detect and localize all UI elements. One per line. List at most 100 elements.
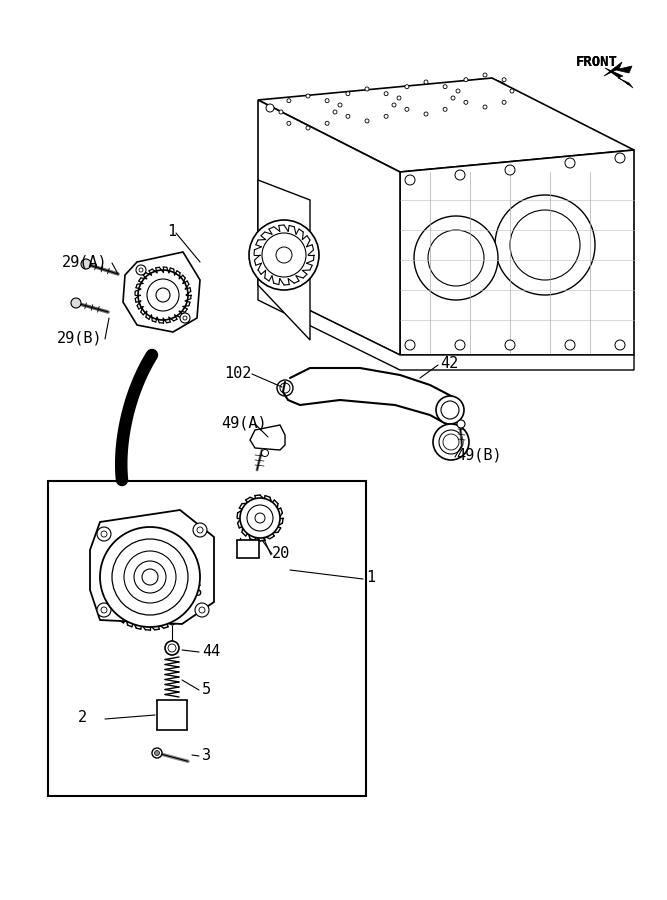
Text: FRONT: FRONT — [576, 55, 618, 69]
Text: 1: 1 — [167, 224, 176, 239]
Circle shape — [483, 73, 487, 77]
Circle shape — [147, 279, 179, 311]
Text: 29(A): 29(A) — [62, 255, 107, 269]
Circle shape — [277, 380, 293, 396]
Text: 42: 42 — [440, 356, 458, 371]
Circle shape — [455, 340, 465, 350]
Bar — [157, 700, 187, 730]
Circle shape — [405, 107, 409, 112]
Circle shape — [483, 105, 487, 109]
Circle shape — [195, 603, 209, 617]
Circle shape — [249, 220, 319, 290]
Circle shape — [165, 641, 179, 655]
Circle shape — [397, 96, 401, 100]
Text: 49(A): 49(A) — [221, 416, 267, 430]
Text: 29(B): 29(B) — [57, 330, 103, 346]
Circle shape — [134, 561, 166, 593]
Text: 20: 20 — [272, 546, 290, 562]
Circle shape — [287, 99, 291, 103]
Circle shape — [615, 340, 625, 350]
Ellipse shape — [402, 86, 450, 110]
Circle shape — [193, 523, 207, 537]
Circle shape — [424, 112, 428, 116]
Circle shape — [505, 340, 515, 350]
Circle shape — [142, 569, 158, 585]
Circle shape — [615, 153, 625, 163]
Circle shape — [565, 158, 575, 168]
Circle shape — [433, 424, 469, 460]
Circle shape — [306, 94, 310, 98]
Circle shape — [338, 103, 342, 107]
Circle shape — [183, 316, 187, 320]
Circle shape — [168, 644, 176, 652]
Circle shape — [451, 96, 455, 100]
Ellipse shape — [352, 97, 383, 112]
Polygon shape — [250, 425, 285, 450]
Circle shape — [136, 265, 146, 275]
Polygon shape — [123, 252, 200, 332]
Circle shape — [346, 92, 350, 95]
Circle shape — [443, 85, 447, 89]
Circle shape — [325, 99, 329, 103]
Ellipse shape — [470, 83, 501, 99]
Circle shape — [443, 107, 447, 112]
Circle shape — [280, 383, 290, 393]
Circle shape — [81, 259, 91, 269]
Circle shape — [101, 607, 107, 613]
Circle shape — [392, 103, 396, 107]
Circle shape — [565, 340, 575, 350]
Polygon shape — [604, 62, 632, 76]
Ellipse shape — [343, 93, 391, 117]
Circle shape — [261, 449, 269, 456]
Circle shape — [346, 114, 350, 118]
Circle shape — [424, 80, 428, 84]
Polygon shape — [400, 150, 634, 355]
Circle shape — [456, 89, 460, 93]
Circle shape — [199, 607, 205, 613]
Circle shape — [436, 396, 464, 424]
Ellipse shape — [284, 100, 332, 124]
Circle shape — [384, 114, 388, 118]
Bar — [48, 481, 366, 796]
Circle shape — [138, 270, 188, 320]
Circle shape — [100, 527, 200, 627]
Circle shape — [255, 513, 265, 523]
Circle shape — [197, 527, 203, 533]
Text: 1: 1 — [366, 571, 375, 586]
Circle shape — [495, 195, 595, 295]
Circle shape — [101, 531, 107, 537]
Polygon shape — [90, 510, 214, 624]
Circle shape — [502, 100, 506, 104]
Polygon shape — [258, 285, 634, 370]
Circle shape — [333, 110, 337, 114]
Circle shape — [279, 110, 283, 114]
Polygon shape — [258, 180, 310, 340]
Text: 44: 44 — [202, 644, 220, 660]
Circle shape — [247, 505, 273, 531]
Circle shape — [457, 420, 465, 428]
Circle shape — [240, 498, 280, 538]
Circle shape — [155, 751, 159, 755]
Circle shape — [365, 87, 369, 91]
Polygon shape — [258, 78, 634, 172]
Circle shape — [124, 551, 176, 603]
Circle shape — [97, 603, 111, 617]
Circle shape — [139, 268, 143, 272]
Text: 102: 102 — [224, 365, 251, 381]
Circle shape — [441, 401, 459, 419]
Circle shape — [405, 340, 415, 350]
Circle shape — [306, 126, 310, 130]
Circle shape — [156, 288, 170, 302]
Polygon shape — [258, 100, 400, 355]
Circle shape — [405, 85, 409, 89]
Circle shape — [287, 122, 291, 125]
Text: NSS: NSS — [175, 584, 202, 599]
Ellipse shape — [292, 104, 323, 120]
Circle shape — [276, 247, 292, 263]
Ellipse shape — [461, 79, 509, 103]
Circle shape — [414, 216, 498, 300]
Circle shape — [152, 748, 162, 758]
Text: FRONT: FRONT — [576, 55, 618, 69]
Circle shape — [262, 233, 306, 277]
Circle shape — [97, 527, 111, 541]
